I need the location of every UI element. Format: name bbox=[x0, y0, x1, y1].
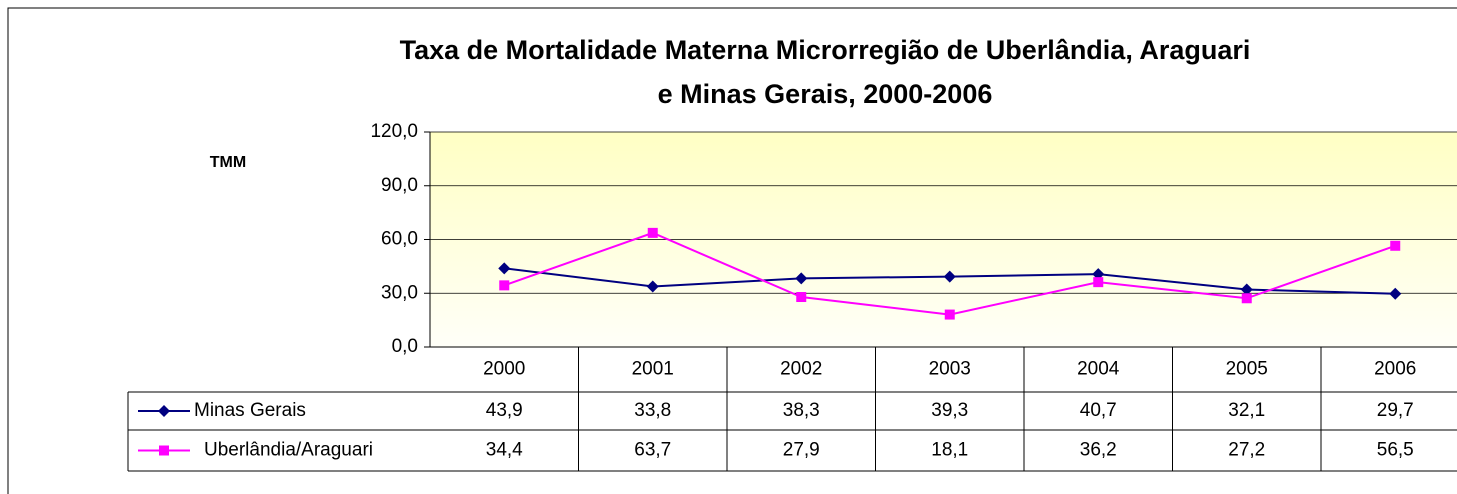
point bbox=[1390, 240, 1401, 251]
x-tick-label: 2006 bbox=[1374, 359, 1416, 380]
legend-label: Minas Gerais bbox=[194, 400, 306, 421]
point bbox=[1093, 277, 1104, 288]
x-tick-label: 2005 bbox=[1226, 359, 1268, 380]
table-value: 40,7 bbox=[1080, 400, 1117, 421]
table-value: 27,2 bbox=[1228, 440, 1265, 461]
y-axis-label: TMM bbox=[210, 154, 246, 171]
legend-label: Uberlândia/Araguari bbox=[204, 440, 373, 461]
x-tick-label: 2001 bbox=[632, 359, 674, 380]
legend-marker bbox=[159, 445, 169, 456]
chart-title: Taxa de Mortalidade Materna Microrregião… bbox=[400, 35, 1251, 65]
point bbox=[647, 227, 658, 238]
point bbox=[1389, 287, 1402, 300]
table-value: 63,7 bbox=[634, 440, 671, 461]
table-value: 38,3 bbox=[783, 400, 820, 421]
point bbox=[795, 272, 808, 285]
y-tick-label: 0,0 bbox=[392, 336, 418, 357]
x-tick-label: 2000 bbox=[483, 359, 525, 380]
table-value: 33,8 bbox=[634, 400, 671, 421]
legend-marker bbox=[158, 405, 170, 417]
point bbox=[944, 309, 955, 320]
point bbox=[943, 270, 956, 283]
y-tick-label: 60,0 bbox=[381, 229, 418, 250]
table-value: 34,4 bbox=[486, 440, 523, 461]
table-value: 36,2 bbox=[1080, 440, 1117, 461]
point bbox=[1092, 268, 1105, 281]
point bbox=[646, 280, 659, 293]
point bbox=[796, 292, 807, 303]
table-value: 29,7 bbox=[1377, 400, 1414, 421]
point bbox=[498, 262, 511, 275]
y-tick-label: 30,0 bbox=[381, 282, 418, 303]
table-value: 43,9 bbox=[486, 400, 523, 421]
table-value: 27,9 bbox=[783, 440, 820, 461]
table-value: 32,1 bbox=[1228, 400, 1265, 421]
chart-subtitle: e Minas Gerais, 2000-2006 bbox=[658, 79, 993, 109]
y-tick-label: 120,0 bbox=[370, 121, 418, 142]
y-tick-label: 90,0 bbox=[381, 175, 418, 196]
point bbox=[499, 280, 510, 291]
point bbox=[1241, 293, 1252, 304]
table-value: 56,5 bbox=[1377, 440, 1414, 461]
point bbox=[1240, 283, 1253, 296]
table-value: 39,3 bbox=[931, 400, 968, 421]
x-tick-label: 2003 bbox=[929, 359, 971, 380]
x-tick-label: 2002 bbox=[780, 359, 822, 380]
table-value: 18,1 bbox=[931, 440, 968, 461]
x-tick-label: 2004 bbox=[1077, 359, 1120, 380]
